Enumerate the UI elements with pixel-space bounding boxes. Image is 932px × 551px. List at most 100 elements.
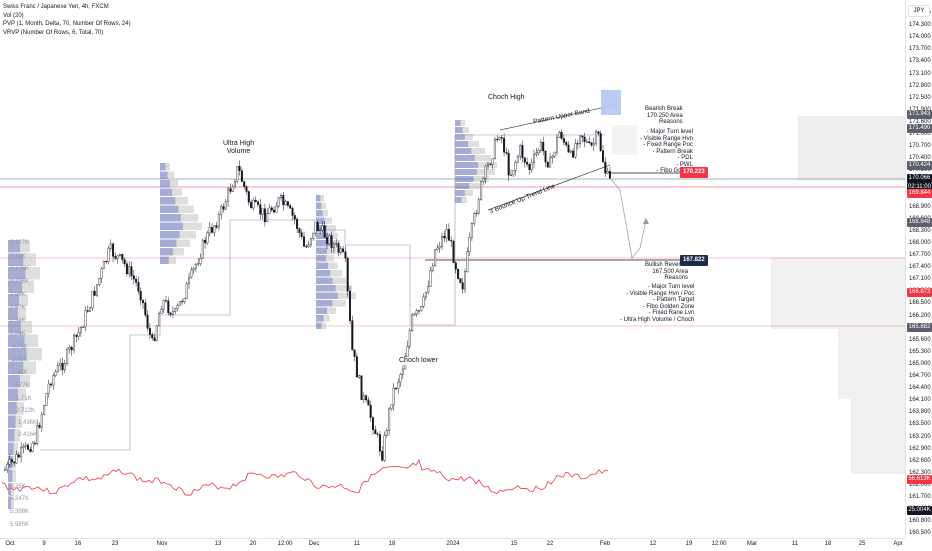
sell-price-flag[interactable]: 170.223 <box>680 167 708 178</box>
candle-body <box>151 334 154 339</box>
candle-body <box>187 276 190 285</box>
profile-bar-up <box>8 280 23 293</box>
candle-body <box>238 166 241 171</box>
buy-price-flag[interactable]: 167.822 <box>680 255 708 266</box>
profile-bar-up <box>8 429 15 442</box>
candle-body <box>243 181 246 187</box>
candle-body <box>397 381 400 389</box>
candle-body <box>606 170 609 174</box>
candle-body <box>257 201 260 205</box>
candle-body <box>342 248 345 252</box>
chart-legend: Swiss Franc / Japanese Yen, 4h, FXCM Vol… <box>3 3 131 37</box>
profile-bar-up <box>160 248 174 256</box>
candle-body <box>530 162 533 170</box>
price-tick: 171.900 <box>909 107 931 113</box>
candle-body <box>153 337 156 341</box>
candle-body <box>309 238 312 246</box>
candle-body <box>220 206 223 215</box>
candle-body <box>307 244 310 247</box>
candle-body <box>457 269 460 279</box>
candle-body <box>480 181 483 200</box>
zone-box <box>851 399 905 474</box>
volume-profile-nov <box>160 163 202 264</box>
candle-body <box>15 454 18 464</box>
candle-body <box>314 222 317 234</box>
profile-bar-down <box>468 141 479 147</box>
profile-bar-down <box>464 190 473 196</box>
candle-body <box>31 442 34 452</box>
currency-label[interactable]: JPY <box>908 5 930 17</box>
bullish-reasons: - Major Turn level - Visible Range Hvn /… <box>620 284 695 323</box>
price-axis[interactable]: 174.600174.300174.000173.700173.400173.1… <box>905 0 932 538</box>
price-tick: 173.700 <box>909 46 931 53</box>
candle-body <box>349 290 352 321</box>
profile-bar-up <box>316 255 326 262</box>
price-tick: 161.700 <box>909 494 931 500</box>
candle-body <box>595 131 598 144</box>
candle-body <box>56 365 59 373</box>
profile-bar-down <box>16 402 24 415</box>
price-tick: 162.000 <box>909 481 931 488</box>
candle-body <box>93 290 96 296</box>
indicator-vrvp[interactable]: VRVP (Number Of Rows, 6, Total, 70) <box>3 29 104 36</box>
profile-bar-down <box>14 429 20 442</box>
candle-body <box>569 150 572 153</box>
profile-bar-up <box>8 402 17 415</box>
price-badge: 25.004K <box>907 506 932 515</box>
zone-box <box>838 329 905 399</box>
chart-area[interactable]: 5.227K 5.18K 3.775K 3.775K 2.96K 2.97K 2.94K 1.… <box>0 0 905 538</box>
profile-bar-down <box>180 214 198 222</box>
candle-body <box>452 240 455 263</box>
profile-bar-up <box>316 217 325 224</box>
candle-body <box>592 142 595 146</box>
profile-bar-down <box>471 148 485 154</box>
profile-bar-down <box>332 300 346 307</box>
price-badge: 56.613K <box>907 475 932 484</box>
profile-bar-up <box>316 262 329 269</box>
pattern-upper-band <box>499 104 616 131</box>
profile-label: 2.712K <box>16 408 35 414</box>
candle-body <box>542 142 545 152</box>
profile-bar-up <box>160 222 184 230</box>
profile-bar-up <box>8 321 22 334</box>
profile-bar-down <box>21 321 32 334</box>
symbol-title[interactable]: Swiss Franc / Japanese Yen, 4h, FXCM <box>3 4 109 10</box>
candle-body <box>224 201 227 210</box>
profile-bar-up <box>316 277 333 284</box>
candle-body <box>261 208 264 215</box>
profile-bar-down <box>469 183 481 189</box>
candle-body <box>482 178 485 182</box>
profile-bar-down <box>172 188 182 196</box>
candle-body <box>312 232 315 239</box>
candle-body <box>20 447 23 458</box>
profile-bar-down <box>461 197 467 203</box>
profile-bar-down <box>462 127 469 133</box>
profile-bar-up <box>455 183 470 189</box>
time-tick: 18 <box>388 541 396 547</box>
candle-body <box>70 347 73 351</box>
indicator-pvp[interactable]: PVP (1, Month, Delta, 70, Number Of Rows… <box>3 21 131 27</box>
candle-body <box>470 223 473 238</box>
candle-body <box>13 461 16 464</box>
time-tick: Feb <box>599 541 611 547</box>
candle-body <box>109 243 112 249</box>
price-tick: 168.300 <box>909 227 931 234</box>
profile-bar-up <box>160 205 179 213</box>
candle-body <box>533 154 536 164</box>
profile-bar-up <box>316 322 322 329</box>
candle-body <box>523 157 526 163</box>
profile-bar-up <box>8 348 27 361</box>
candle-body <box>493 139 496 160</box>
candle-body <box>549 157 552 168</box>
time-axis[interactable]: Oct 9 16 23 Nov 13 20 12:00 Dec 11 18 2024 15 22 Feb 12… <box>0 538 905 551</box>
indicator-vol[interactable]: Vol (20) <box>3 12 24 19</box>
profile-bar-up <box>8 469 13 482</box>
candle-body <box>116 255 119 259</box>
candle-body <box>229 188 232 192</box>
price-tick: 174.300 <box>909 22 931 29</box>
profile-bar-down <box>321 322 326 329</box>
candle-body <box>362 395 365 400</box>
price-chart[interactable]: 5.227K 5.18K 3.775K 3.775K 2.96K 2.97K 2.94K 1.… <box>0 0 905 538</box>
candle-body <box>231 186 234 192</box>
volume-profile-left <box>8 240 42 509</box>
